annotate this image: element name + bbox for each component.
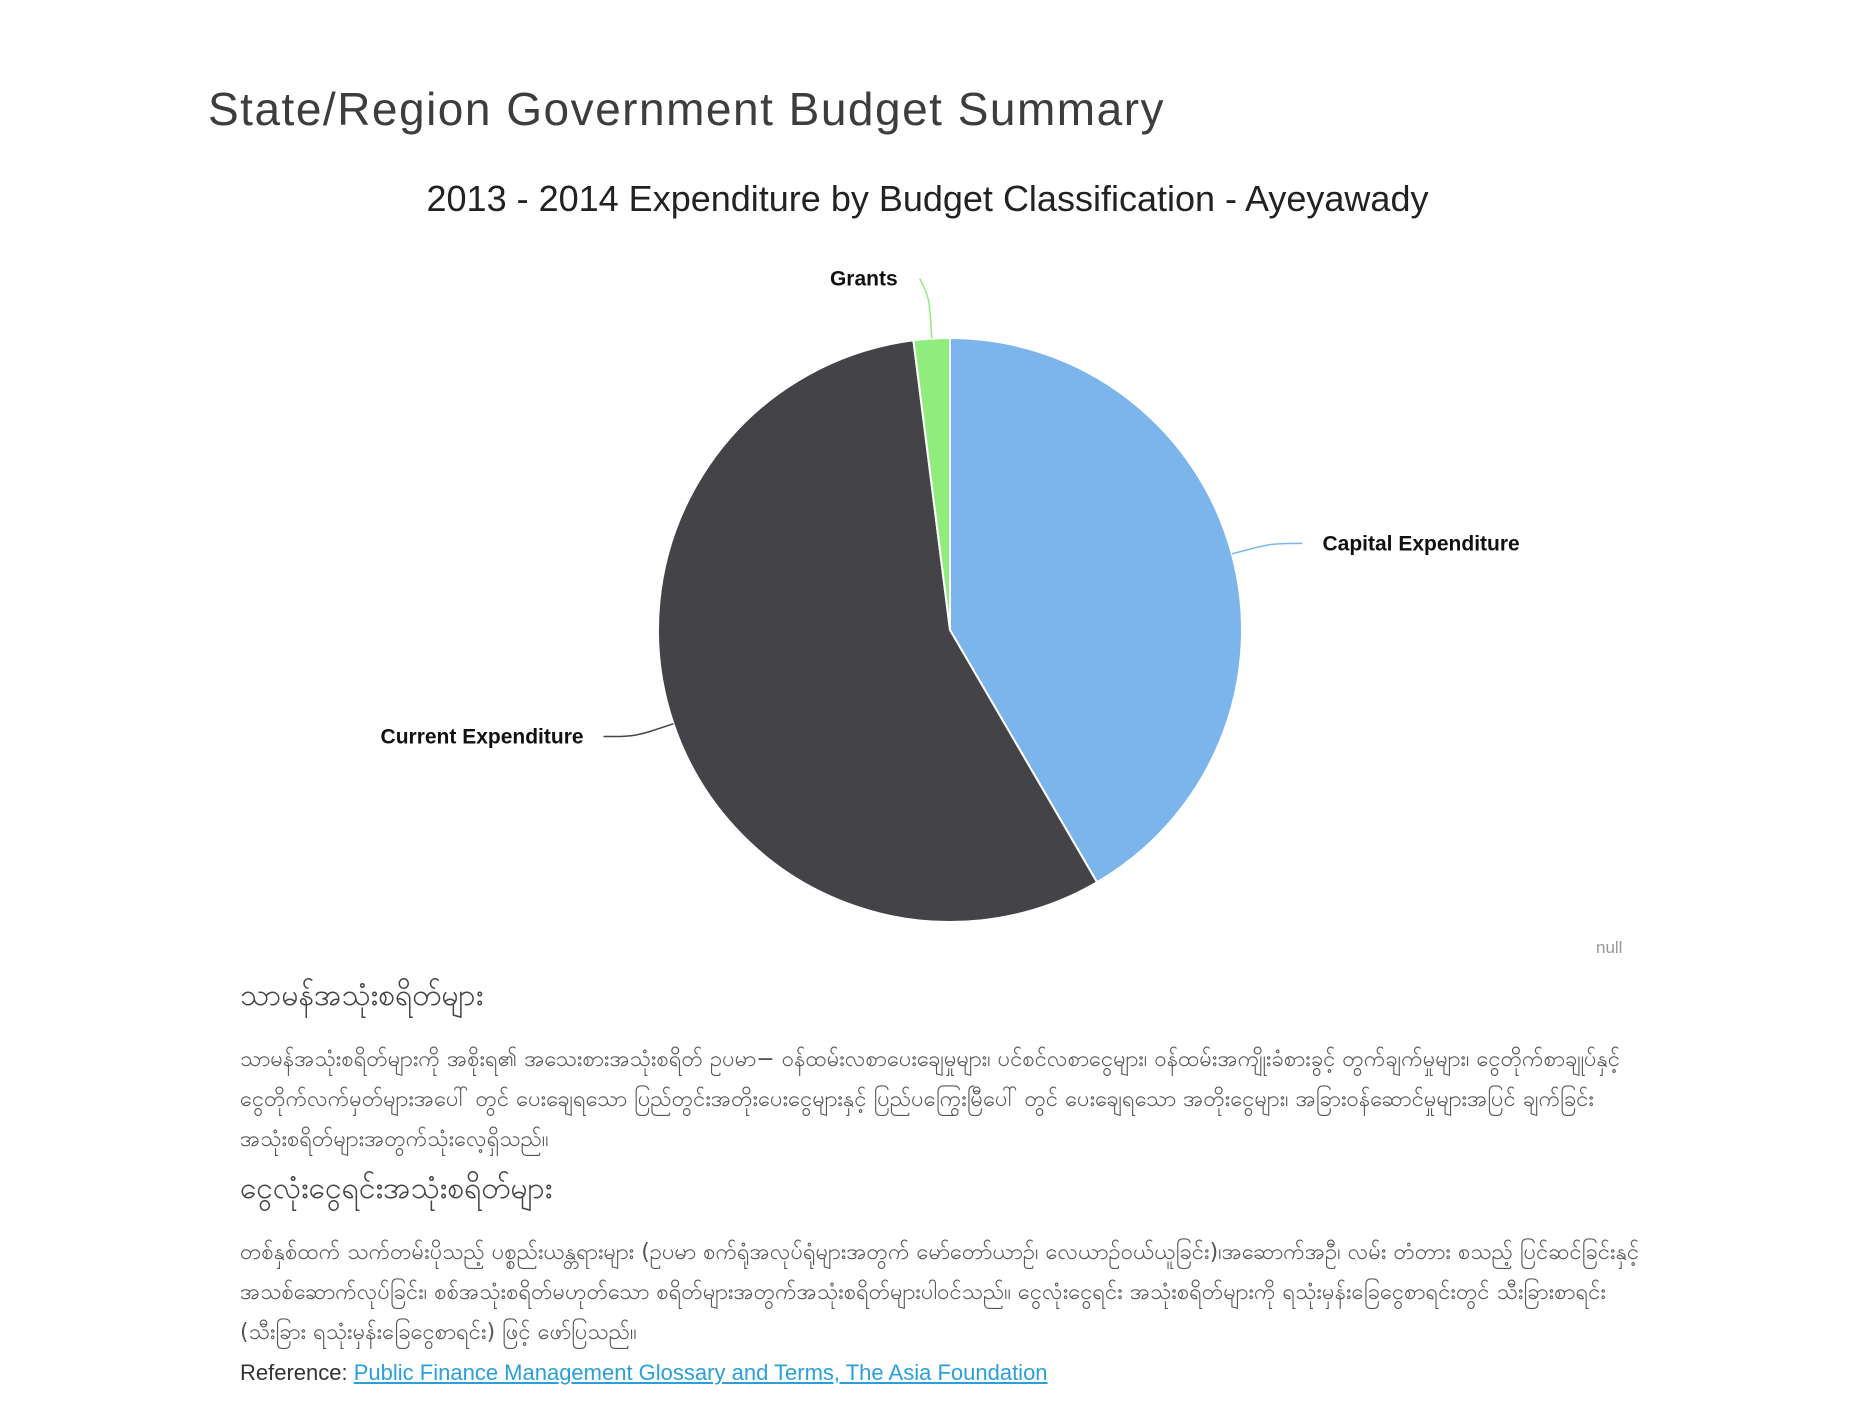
connector-line	[603, 723, 674, 738]
slice-label: Grants	[830, 268, 898, 291]
section-heading: သာမန်အသုံးစရိတ်များ	[240, 978, 484, 1013]
section-current-expenditure: သာမန်အသုံးစရိတ်များ သာမန်အသုံးစရိတ်များက…	[240, 975, 1640, 1160]
section-capital-expenditure: ငွေလုံးငွေရင်းအသုံးစရိတ်များ တစ်နှစ်ထက် …	[240, 1168, 1640, 1353]
chart-credit[interactable]: null	[1596, 938, 1623, 957]
section-heading: ငွေလုံးငွေရင်းအသုံးစရိတ်များ	[240, 1171, 553, 1206]
pie-chart: Capital Expenditure Current Expenditure Gr…	[381, 268, 1520, 923]
page-title: State/Region Government Budget Summary	[208, 83, 1166, 135]
reference: Reference: Public Finance Management Glo…	[240, 1360, 1048, 1386]
reference-label: Reference:	[240, 1360, 348, 1385]
slice-label: Current Expenditure	[381, 726, 584, 749]
reference-link[interactable]: Public Finance Management Glossary and T…	[353, 1360, 1048, 1385]
connector-line	[918, 278, 933, 339]
connector-line	[1231, 542, 1303, 555]
section-body: တစ်နှစ်ထက် သက်တမ်းပိုသည့် ပစ္စည်းယန္တရား…	[240, 1240, 1640, 1345]
pie-slice-grants[interactable]	[912, 336, 951, 631]
pie-slice-current-expenditure[interactable]	[657, 339, 1099, 923]
section-body: သာမန်အသုံးစရိတ်များကို အစိုးရ၏ အသေးစားအသ…	[240, 1047, 1621, 1152]
chart-title: 2013 - 2014 Expenditure by Budget Classi…	[426, 178, 1429, 219]
slice-label: Capital Expenditure	[1323, 532, 1520, 555]
